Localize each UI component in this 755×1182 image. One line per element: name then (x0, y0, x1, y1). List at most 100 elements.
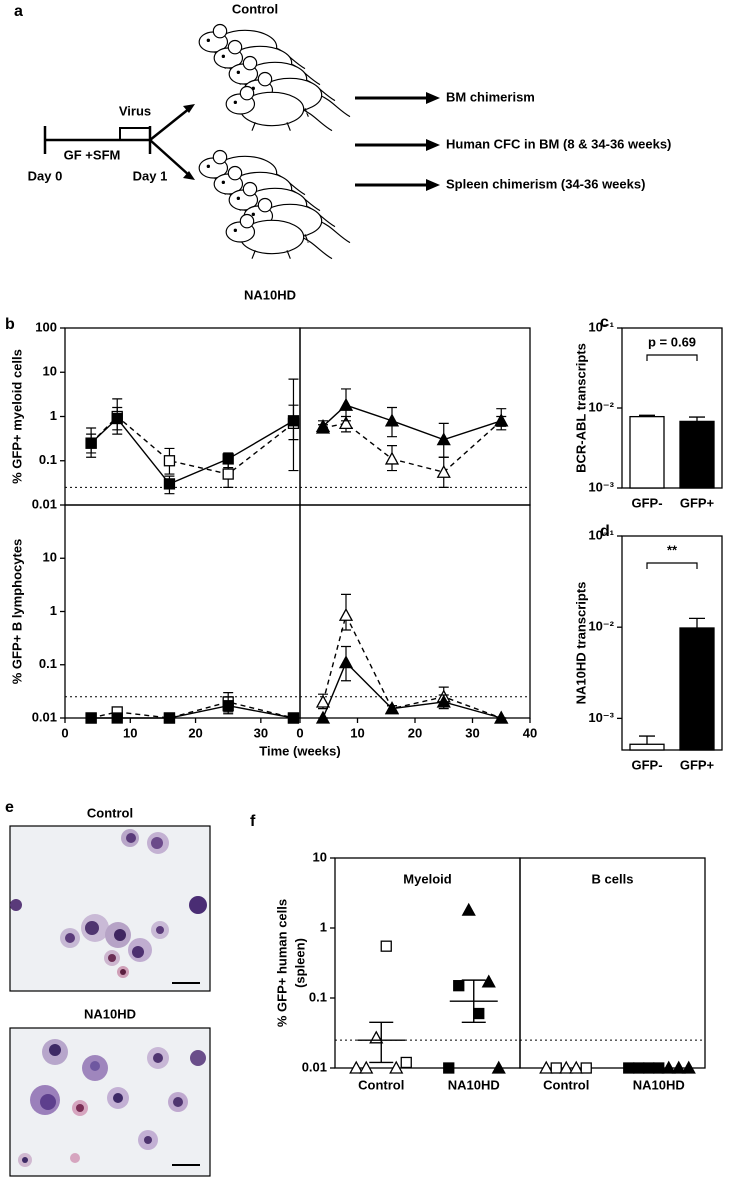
panel-label: f (250, 813, 256, 830)
y-tick-label: 0.01 (32, 709, 57, 724)
marker (338, 415, 354, 430)
error-bar (689, 617, 705, 628)
panel-label: d (600, 523, 610, 540)
series-line (90, 701, 294, 719)
y-tick-label: 10⁻³ (588, 479, 614, 494)
y-tick-label: 1 (50, 408, 57, 423)
x-tick-label: Control (358, 1077, 404, 1092)
readout: BM chimerism (446, 89, 535, 104)
marker (643, 1062, 655, 1074)
marker (349, 1060, 364, 1074)
y-tick-label: 100 (35, 319, 57, 334)
marker (481, 974, 496, 988)
significance-bracket (646, 354, 698, 361)
marker (539, 1060, 554, 1074)
marker (369, 1030, 384, 1044)
y-tick-label: 0.1 (39, 452, 57, 467)
panel-title: B cells (592, 871, 634, 886)
plot-frame (64, 504, 301, 719)
panel-title: Myeloid (403, 871, 451, 886)
image-label: Control (87, 805, 133, 820)
marker (85, 437, 97, 449)
bar (629, 415, 665, 489)
na10hd-mice (198, 149, 351, 260)
marker (380, 940, 392, 952)
control-mice (198, 23, 351, 132)
marker (315, 694, 331, 708)
y-tick-label: 1 (50, 603, 57, 618)
marker (681, 1060, 696, 1074)
y-tick-label: 0.1 (39, 656, 57, 671)
cells (18, 1039, 206, 1167)
marker (473, 1007, 485, 1020)
panel-label: e (5, 799, 14, 816)
plot-frame (334, 857, 521, 1069)
timeline (43, 107, 191, 177)
x-tick-label: NA10HD (633, 1077, 685, 1092)
marker (491, 1060, 506, 1074)
marker (222, 700, 234, 712)
micrograph (9, 825, 211, 992)
error-bar (369, 1021, 394, 1064)
marker (569, 1060, 584, 1074)
marker (287, 712, 300, 724)
x-tick-label: GFP+ (680, 495, 715, 510)
axis-title: Time (weeks) (259, 743, 340, 758)
marker (85, 712, 97, 724)
marker (461, 902, 476, 916)
marker (111, 712, 123, 724)
marker (163, 455, 176, 467)
marker (315, 710, 331, 724)
series-line (322, 661, 502, 719)
arrow-head (183, 104, 195, 113)
series-line (90, 415, 294, 475)
x-tick-label: GFP+ (680, 757, 715, 772)
axis-title: NA10HD transcripts (573, 582, 588, 705)
marker (436, 694, 451, 708)
y-tick-label: 0.01 (32, 496, 57, 511)
marker (580, 1062, 592, 1074)
marker (653, 1062, 665, 1074)
cells (10, 829, 207, 978)
x-tick-label: 30 (465, 725, 479, 740)
series-line (90, 417, 294, 485)
x-tick-label: 0 (61, 725, 68, 740)
x-tick-label: Control (543, 1077, 589, 1092)
panel-label: c (600, 314, 609, 331)
x-tick-label: 20 (188, 725, 202, 740)
group-label: NA10HD (244, 287, 296, 302)
x-tick-label: 40 (523, 725, 537, 740)
y-tick-label: 1 (320, 919, 327, 934)
axis-title: BCR-ABL transcripts (573, 343, 588, 473)
marker (111, 412, 123, 425)
marker (494, 710, 509, 724)
marker (661, 1060, 676, 1074)
marker (559, 1060, 574, 1074)
y-tick-label: 10 (43, 364, 57, 379)
marker (287, 415, 300, 427)
axis-title: % GFP+ myeloid cells (9, 349, 24, 484)
y-tick-label: 10 (313, 849, 327, 864)
marker (400, 1056, 412, 1069)
bar (679, 627, 715, 751)
x-tick-label: 10 (123, 725, 137, 740)
x-tick-label: 30 (254, 725, 268, 740)
bar (629, 743, 665, 751)
y-tick-label: 0.01 (302, 1059, 327, 1074)
x-tick-label: GFP- (631, 757, 662, 772)
y-tick-label: 0.1 (309, 989, 327, 1004)
panel-a: a Control NA10HD Virus GF +SFM (14, 1, 671, 302)
x-tick-label: 0 (296, 725, 303, 740)
marker (384, 413, 400, 427)
marker (550, 1062, 562, 1074)
marker (443, 1062, 455, 1074)
y-tick-label: 10⁻² (588, 399, 614, 414)
marker (384, 701, 400, 715)
y-tick-label: 10⁻³ (588, 710, 614, 725)
marker (623, 1062, 635, 1074)
group-label: Control (232, 1, 278, 16)
marker (389, 1060, 404, 1074)
marker (338, 655, 354, 669)
arrow-head (183, 171, 195, 180)
